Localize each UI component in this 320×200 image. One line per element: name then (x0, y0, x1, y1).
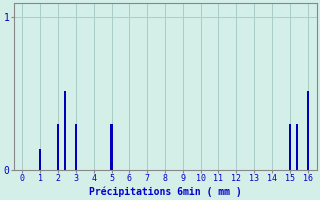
X-axis label: Précipitations 6min ( mm ): Précipitations 6min ( mm ) (89, 186, 241, 197)
Bar (75, 124, 77, 170)
Bar (289, 124, 291, 170)
Bar (307, 91, 309, 170)
Bar (110, 124, 113, 170)
Bar (39, 149, 41, 170)
Bar (64, 91, 66, 170)
Bar (57, 124, 59, 170)
Bar (296, 124, 298, 170)
